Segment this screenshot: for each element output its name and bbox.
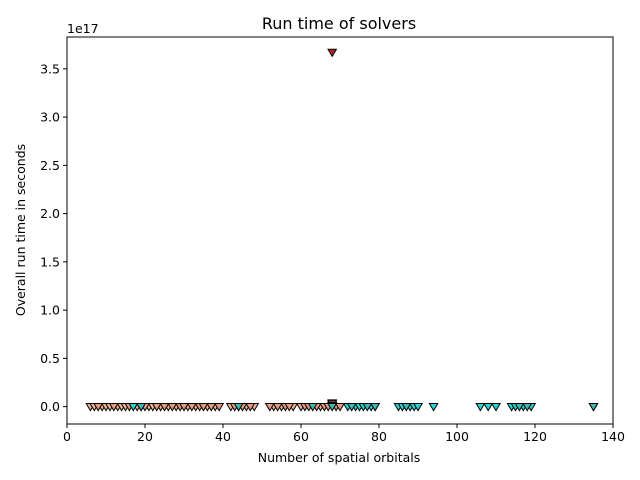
data-point-marker: [272, 402, 283, 412]
x-axis-label: Number of spatial orbitals: [258, 450, 421, 465]
data-point-marker: [588, 402, 599, 412]
y-axis-multiplier: 1e17: [67, 21, 99, 36]
data-point-marker: [514, 402, 525, 412]
data-point-marker: [108, 402, 119, 412]
x-tick-label: 60: [293, 429, 309, 444]
data-point-marker: [346, 402, 357, 412]
y-tick-label: 2.0: [40, 206, 60, 221]
data-point-marker: [159, 402, 170, 412]
data-point-marker: [334, 402, 346, 412]
data-point-marker: [370, 402, 381, 412]
data-point-marker: [151, 402, 162, 412]
data-point-marker: [490, 402, 502, 412]
data-point-marker: [284, 402, 295, 412]
data-point-marker: [206, 402, 217, 412]
y-tick-label: 1.5: [40, 254, 60, 269]
data-point-marker: [327, 48, 338, 58]
x-tick-label: 0: [63, 429, 71, 444]
data-point-marker: [264, 402, 275, 412]
data-point-marker: [167, 402, 178, 412]
x-tick-label: 120: [523, 429, 547, 444]
chart-title: Run time of solvers: [262, 14, 416, 33]
data-point-marker: [136, 402, 147, 412]
y-tick-label: 1.0: [40, 303, 60, 318]
data-point-marker: [128, 402, 139, 412]
axes-frame: [66, 36, 614, 425]
x-tick-label: 140: [601, 429, 625, 444]
data-point-marker: [362, 402, 373, 412]
x-axis-ticks: 0 20 40 60 80 100 120 140: [63, 424, 625, 444]
data-point-marker: [401, 402, 412, 412]
y-axis-label: Overall run time in seconds: [13, 144, 28, 316]
y-tick-label: 2.5: [40, 158, 60, 173]
y-tick-label: 3.5: [40, 61, 60, 76]
data-point-marker: [428, 402, 439, 412]
y-tick-label: 0.5: [40, 351, 60, 366]
data-point-marker: [412, 402, 424, 412]
data-point-marker: [483, 402, 494, 412]
data-point-marker: [522, 402, 533, 412]
y-tick-label: 0.0: [40, 399, 60, 414]
data-point-marker: [214, 402, 225, 412]
data-point-marker: [198, 402, 209, 412]
x-tick-label: 100: [445, 429, 469, 444]
data-point-marker: [93, 402, 104, 412]
x-tick-label: 20: [137, 429, 153, 444]
data-point-marker: [233, 402, 244, 412]
data-point-marker: [307, 402, 318, 412]
data-point-marker: [245, 402, 256, 412]
y-tick-label: 3.0: [40, 110, 60, 125]
data-point-marker: [327, 402, 338, 412]
data-point-marker: [475, 402, 486, 412]
y-axis-ticks: 0.0 0.5 1.0 1.5 2.0 2.5 3.0 3.5: [40, 61, 67, 414]
x-tick-label: 80: [371, 429, 387, 444]
plot-area: [85, 48, 599, 412]
data-point-marker: [178, 402, 190, 412]
x-tick-label: 40: [215, 429, 231, 444]
data-point-marker: [186, 402, 197, 412]
